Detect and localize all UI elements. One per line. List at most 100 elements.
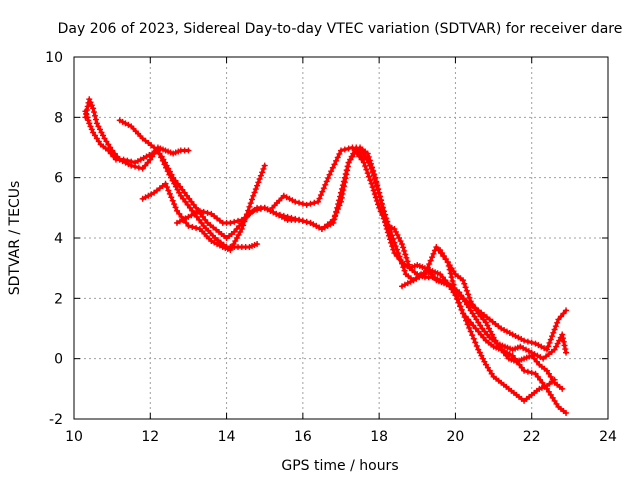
data-point-marker [471,304,478,311]
data-point-marker [556,337,563,344]
data-point-marker [199,213,206,220]
data-point-marker [533,358,540,365]
data-point-marker [188,198,195,205]
data-point-marker [105,141,112,148]
data-point-marker [168,171,175,178]
data-point-marker [257,172,264,179]
data-point-marker [124,157,131,164]
data-point-marker [82,108,89,115]
data-point-marker [375,185,382,192]
data-point-marker [358,156,365,163]
data-point-marker [360,159,367,166]
data-point-marker [402,251,409,258]
data-point-marker [403,254,410,261]
data-point-marker [162,180,169,187]
data-point-marker [463,301,470,308]
data-point-marker [198,219,205,226]
data-point-marker [186,204,193,211]
data-point-marker [193,224,200,231]
data-point-marker [246,203,253,210]
data-point-marker [103,138,110,145]
data-point-marker [463,287,470,294]
data-point-marker [475,346,482,353]
data-point-marker [177,183,184,190]
data-point-marker [367,160,374,167]
data-point-marker [84,103,91,110]
data-point-marker [371,171,378,178]
data-point-marker [518,364,525,371]
data-point-marker [176,210,183,217]
data-point-marker [250,192,257,199]
data-point-marker [473,342,480,349]
data-point-marker [469,332,476,339]
data-point-marker [204,209,211,216]
data-point-marker [464,321,471,328]
data-point-marker [176,189,183,196]
data-point-marker [461,314,468,321]
data-point-marker [259,169,266,176]
data-point-marker [344,167,351,174]
y-tick-label: -2 [49,412,63,428]
data-point-marker [311,199,318,206]
data-point-marker [560,310,567,317]
data-point-marker [470,322,477,329]
data-point-marker [292,215,299,222]
data-point-marker [99,132,106,139]
data-point-marker [477,331,484,338]
data-point-marker [521,367,528,374]
data-point-marker [345,145,352,152]
data-point-marker [254,182,261,189]
data-point-marker [561,342,568,349]
data-point-marker [247,200,254,207]
data-point-marker [135,164,142,171]
data-point-marker [400,264,407,271]
data-point-marker [469,310,476,317]
data-point-marker [450,281,457,288]
data-point-marker [479,325,486,332]
data-point-marker [326,171,333,178]
series-track-i [437,247,566,392]
data-point-marker [368,180,375,187]
data-point-marker [193,204,200,211]
data-point-marker [233,225,240,232]
data-point-marker [528,352,535,359]
data-point-marker [551,346,558,353]
data-point-marker [371,191,378,198]
data-point-marker [450,268,457,275]
data-point-marker [440,253,447,260]
data-point-marker [144,159,151,166]
data-point-marker [254,206,261,213]
data-point-marker [377,193,384,200]
data-point-marker [546,339,553,346]
data-point-marker [235,217,242,224]
data-point-marker [390,236,397,243]
data-point-marker [166,190,173,197]
data-point-marker [339,190,346,197]
data-point-marker [296,216,303,223]
data-point-marker [470,335,477,342]
data-point-marker [180,195,187,202]
data-point-marker [232,238,239,245]
data-point-marker [503,352,510,359]
data-point-marker [379,201,386,208]
data-point-marker [426,261,433,268]
data-point-marker [160,156,167,163]
data-point-marker [95,138,102,145]
data-point-marker [475,310,482,317]
data-point-marker [473,316,480,323]
data-point-marker [323,178,330,185]
data-point-marker [387,228,394,235]
data-point-marker [254,241,261,248]
data-point-marker [428,271,435,278]
series-track-d [139,162,268,254]
data-point-marker [391,239,398,246]
data-point-marker [446,262,453,269]
data-point-marker [379,204,386,211]
data-point-marker [475,328,482,335]
data-point-marker [539,379,546,386]
data-point-marker [453,292,460,299]
data-point-marker [481,328,488,335]
y-axis-label: SDTVAR / TECUs [7,181,23,296]
data-point-marker [456,299,463,306]
